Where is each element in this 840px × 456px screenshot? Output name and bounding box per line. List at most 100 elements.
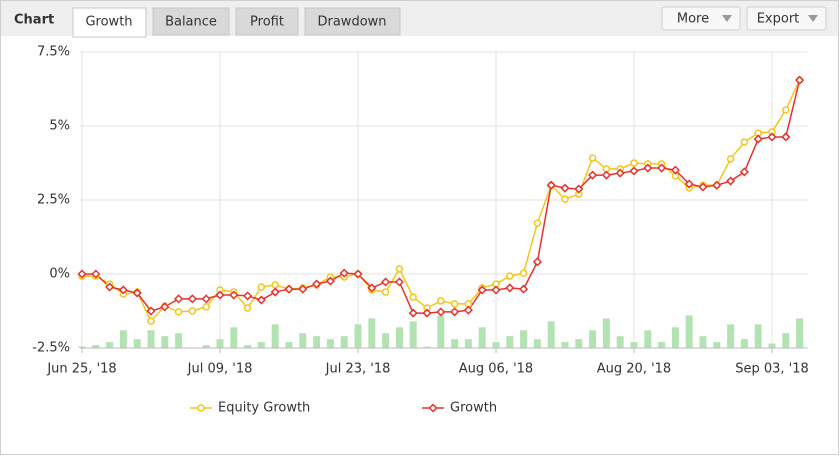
point	[353, 269, 363, 279]
legend-marker	[428, 403, 438, 413]
volume-bar	[106, 342, 114, 348]
volume-bar	[382, 333, 390, 348]
volume-bar	[727, 324, 735, 348]
dropdown-arrow	[808, 15, 818, 22]
point	[588, 170, 598, 180]
volume-bar	[630, 342, 638, 348]
volume-bar	[299, 333, 307, 348]
point	[188, 307, 197, 315]
x-tick-label: Jul 23, '18	[325, 362, 391, 377]
volume-bar	[547, 321, 555, 348]
point	[367, 283, 377, 293]
export-button[interactable]	[746, 6, 827, 31]
volume-bar	[796, 318, 804, 348]
point	[740, 138, 749, 146]
point	[519, 284, 529, 294]
point	[533, 219, 542, 227]
volume-bar	[340, 336, 348, 348]
volume-bar	[520, 330, 528, 348]
tab[interactable]	[235, 7, 299, 36]
volume-bar	[244, 345, 252, 348]
tab-label[interactable]: Growth	[85, 15, 132, 30]
volume-bar	[409, 321, 417, 348]
point	[532, 257, 542, 267]
volume-bar	[768, 343, 776, 348]
point	[229, 290, 239, 300]
point	[381, 288, 390, 296]
point	[271, 281, 279, 289]
volume-bar	[175, 333, 183, 348]
point	[187, 294, 197, 304]
point	[147, 317, 155, 325]
volume-bar	[782, 333, 790, 348]
button-label[interactable]: More	[677, 12, 709, 27]
point	[588, 154, 597, 162]
y-tick-label: -2.5%	[32, 341, 70, 356]
x-tick-label: Jun 25, '18	[46, 362, 116, 377]
point	[643, 163, 653, 173]
tab[interactable]	[152, 7, 230, 36]
point	[726, 176, 736, 186]
legend-label: Growth	[450, 401, 497, 416]
point	[519, 269, 528, 277]
volume-bar	[368, 318, 376, 348]
volume-bar	[713, 342, 721, 348]
volume-bar	[92, 345, 100, 348]
point	[160, 302, 170, 312]
point	[394, 277, 404, 287]
point	[712, 180, 722, 190]
x-tick-label: Aug 20, '18	[597, 362, 671, 377]
y-tick-label: 0%	[49, 267, 70, 282]
button-label[interactable]: Export	[757, 12, 800, 27]
volume-bar	[147, 330, 155, 348]
point	[506, 272, 514, 280]
volume-bar	[78, 346, 86, 348]
x-tick-label: Aug 06, '18	[459, 362, 533, 377]
tab-label[interactable]: Profit	[250, 15, 284, 30]
point	[657, 163, 667, 173]
point	[215, 290, 225, 300]
volume-bar	[616, 336, 624, 348]
volume-bar	[478, 327, 486, 348]
volume-bar	[423, 346, 431, 348]
volume-bar	[602, 318, 610, 348]
point	[546, 180, 556, 190]
x-tick-label: Sep 03, '18	[735, 362, 809, 377]
volume-bar	[561, 342, 569, 348]
volume-bar	[754, 324, 762, 348]
volume-bar	[119, 330, 127, 348]
point	[256, 295, 266, 305]
tab[interactable]	[72, 7, 147, 38]
point	[561, 195, 569, 203]
volume-bar	[326, 339, 334, 348]
point	[243, 291, 253, 301]
point	[795, 75, 805, 85]
point	[408, 308, 418, 318]
tab-label[interactable]: Drawdown	[317, 15, 386, 30]
point	[670, 165, 680, 175]
point	[601, 170, 611, 180]
dropdown-arrow	[722, 15, 732, 22]
volume-bar	[202, 345, 210, 348]
point	[339, 268, 349, 278]
y-tick-label: 2.5%	[37, 193, 70, 208]
point	[477, 285, 487, 295]
point	[437, 297, 445, 305]
point	[257, 283, 266, 291]
point	[422, 308, 432, 318]
point	[284, 284, 294, 294]
point	[325, 276, 335, 286]
volume-bar	[575, 339, 583, 348]
point	[91, 269, 101, 279]
volume-bar	[644, 330, 652, 348]
point	[684, 179, 694, 189]
point	[450, 307, 460, 317]
point	[243, 304, 252, 312]
tab-label[interactable]: Balance	[165, 15, 217, 30]
volume-bar	[671, 327, 679, 348]
tab[interactable]	[304, 7, 401, 36]
volume-bar	[533, 339, 541, 348]
point	[312, 279, 322, 289]
more-button[interactable]	[661, 6, 741, 31]
